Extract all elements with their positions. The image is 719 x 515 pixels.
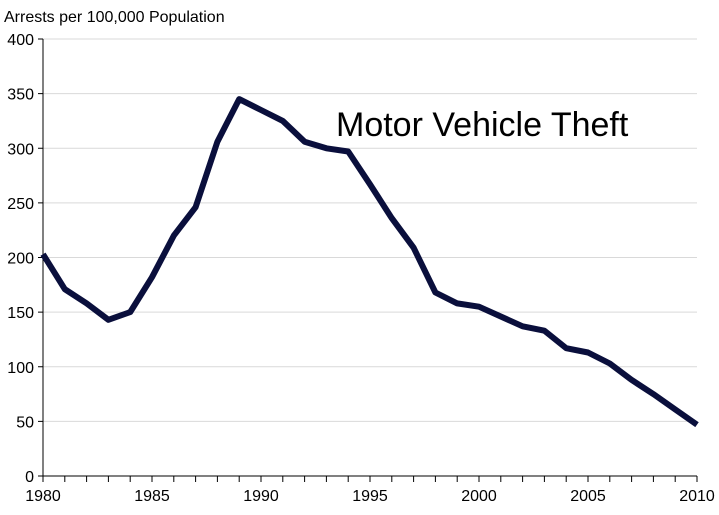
x-tick-label-2000: 2000: [461, 488, 497, 505]
x-tick-label-2005: 2005: [570, 488, 606, 505]
y-tick-label-50: 50: [16, 414, 34, 431]
y-tick-label-200: 200: [7, 251, 34, 268]
series-line-0: [40, 96, 699, 428]
x-tick-label-2010: 2010: [679, 488, 715, 505]
x-tick-label-1995: 1995: [352, 488, 388, 505]
y-axis-ticks: 0 50 100 150 200 250 300 350 400: [7, 32, 43, 486]
x-tick-label-1985: 1985: [134, 488, 170, 505]
y-tick-label-350: 350: [7, 87, 34, 104]
y-tick-label-250: 250: [7, 196, 34, 213]
x-tick-label-1980: 1980: [25, 488, 61, 505]
y-tick-label-150: 150: [7, 305, 34, 322]
series-annotation: Motor Vehicle Theft: [336, 106, 629, 144]
gridlines: [43, 38, 697, 422]
x-axis-ticks: 1980 1985 1990 1995 2000 2005 2010: [25, 476, 715, 505]
y-tick-label-300: 300: [7, 141, 34, 158]
series-layer: [40, 96, 699, 428]
y-tick-label-100: 100: [7, 360, 34, 377]
y-tick-label-400: 400: [7, 32, 34, 49]
y-tick-label-0: 0: [25, 469, 34, 486]
x-tick-label-1990: 1990: [243, 488, 279, 505]
y-axis-title: Arrests per 100,000 Population: [4, 9, 225, 26]
